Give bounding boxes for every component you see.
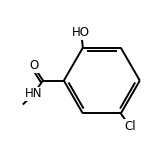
- Text: O: O: [29, 59, 38, 72]
- Text: HO: HO: [72, 27, 90, 40]
- Text: HN: HN: [25, 87, 42, 100]
- Text: Cl: Cl: [124, 120, 136, 133]
